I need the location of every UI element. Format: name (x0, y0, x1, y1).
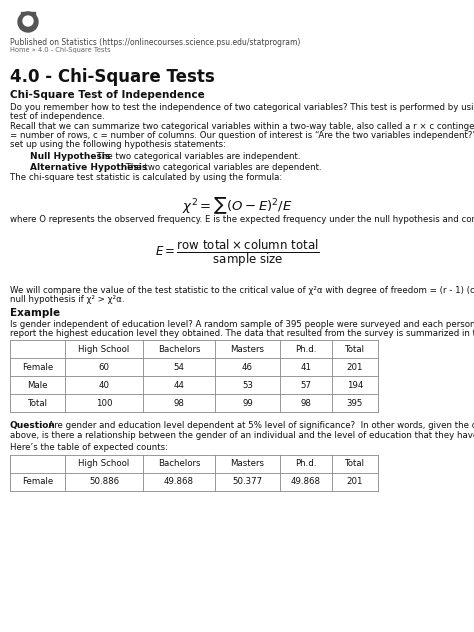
Text: Null Hypothesis: Null Hypothesis (30, 152, 110, 161)
Text: 201: 201 (347, 363, 363, 372)
Text: We will compare the value of the test statistic to the critical value of χ²α wit: We will compare the value of the test st… (10, 286, 474, 295)
Text: = number of rows, c = number of columns. Our question of interest is “Are the tw: = number of rows, c = number of columns.… (10, 131, 474, 140)
Text: Is gender independent of education level? A random sample of 395 people were sur: Is gender independent of education level… (10, 320, 474, 329)
Text: set up using the following hypothesis statements:: set up using the following hypothesis st… (10, 140, 226, 149)
Text: 41: 41 (301, 363, 311, 372)
Text: 201: 201 (347, 478, 363, 487)
Text: Home » 4.0 - Chi-Square Tests: Home » 4.0 - Chi-Square Tests (10, 47, 110, 53)
Text: 54: 54 (173, 363, 184, 372)
Text: $E = \dfrac{\mathrm{row\ total} \times \mathrm{column\ total}}{\mathrm{sample\ s: $E = \dfrac{\mathrm{row\ total} \times \… (155, 238, 319, 269)
Text: Bachelors: Bachelors (158, 344, 200, 353)
Text: :  Are gender and education level dependent at 5% level of significance?  In oth: : Are gender and education level depende… (40, 421, 474, 430)
Text: 53: 53 (242, 380, 253, 389)
Text: Published on Statistics (https://onlinecourses.science.psu.edu/statprogram): Published on Statistics (https://onlinec… (10, 38, 301, 47)
Text: Chi-Square Test of Independence: Chi-Square Test of Independence (10, 90, 205, 100)
Text: The chi-square test statistic is calculated by using the formula:: The chi-square test statistic is calcula… (10, 173, 282, 182)
Text: Male: Male (27, 380, 48, 389)
Text: Total: Total (27, 399, 47, 408)
Text: 395: 395 (347, 399, 363, 408)
Text: 44: 44 (173, 380, 184, 389)
Text: Question: Question (10, 421, 56, 430)
Text: 57: 57 (301, 380, 311, 389)
Text: 98: 98 (301, 399, 311, 408)
Text: Total: Total (345, 459, 365, 468)
Text: 49.868: 49.868 (164, 478, 194, 487)
Text: Do you remember how to test the independence of two categorical variables? This : Do you remember how to test the independ… (10, 103, 474, 112)
Text: Masters: Masters (230, 344, 264, 353)
Text: Female: Female (22, 478, 53, 487)
Text: Total: Total (345, 344, 365, 353)
Text: 194: 194 (347, 380, 363, 389)
Text: Ph.d.: Ph.d. (295, 459, 317, 468)
Text: 99: 99 (242, 399, 253, 408)
Text: $\chi^2 = \sum(O - E)^2/E$: $\chi^2 = \sum(O - E)^2/E$ (182, 195, 292, 216)
Text: null hypothesis if χ² > χ²α.: null hypothesis if χ² > χ²α. (10, 295, 125, 304)
Text: : The two categorical variables are independent.: : The two categorical variables are inde… (91, 152, 301, 161)
Circle shape (18, 12, 38, 32)
Text: 60: 60 (99, 363, 109, 372)
Text: Bachelors: Bachelors (158, 459, 200, 468)
Text: Example: Example (10, 308, 60, 318)
Text: 46: 46 (242, 363, 253, 372)
Text: 4.0 - Chi-Square Tests: 4.0 - Chi-Square Tests (10, 68, 215, 86)
Text: 98: 98 (173, 399, 184, 408)
Text: Ph.d.: Ph.d. (295, 344, 317, 353)
Text: test of independence.: test of independence. (10, 112, 105, 121)
Text: Recall that we can summarize two categorical variables within a two-way table, a: Recall that we can summarize two categor… (10, 122, 474, 131)
Text: High School: High School (78, 344, 129, 353)
Text: Female: Female (22, 363, 53, 372)
Text: 50.886: 50.886 (89, 478, 119, 487)
Text: High School: High School (78, 459, 129, 468)
Text: above, is there a relationship between the gender of an individual and the level: above, is there a relationship between t… (10, 431, 474, 440)
Text: 50.377: 50.377 (232, 478, 263, 487)
Text: 100: 100 (96, 399, 112, 408)
Text: 40: 40 (99, 380, 109, 389)
Text: where O represents the observed frequency. E is the expected frequency under the: where O represents the observed frequenc… (10, 215, 474, 224)
Text: 49.868: 49.868 (291, 478, 321, 487)
Text: : The two categorical variables are dependent.: : The two categorical variables are depe… (120, 163, 322, 172)
Circle shape (23, 16, 33, 26)
Text: report the highest education level they obtained. The data that resulted from th: report the highest education level they … (10, 329, 474, 338)
Text: Here’s the table of expected counts:: Here’s the table of expected counts: (10, 443, 168, 452)
Text: Masters: Masters (230, 459, 264, 468)
Text: Alternative Hypothesis: Alternative Hypothesis (30, 163, 147, 172)
